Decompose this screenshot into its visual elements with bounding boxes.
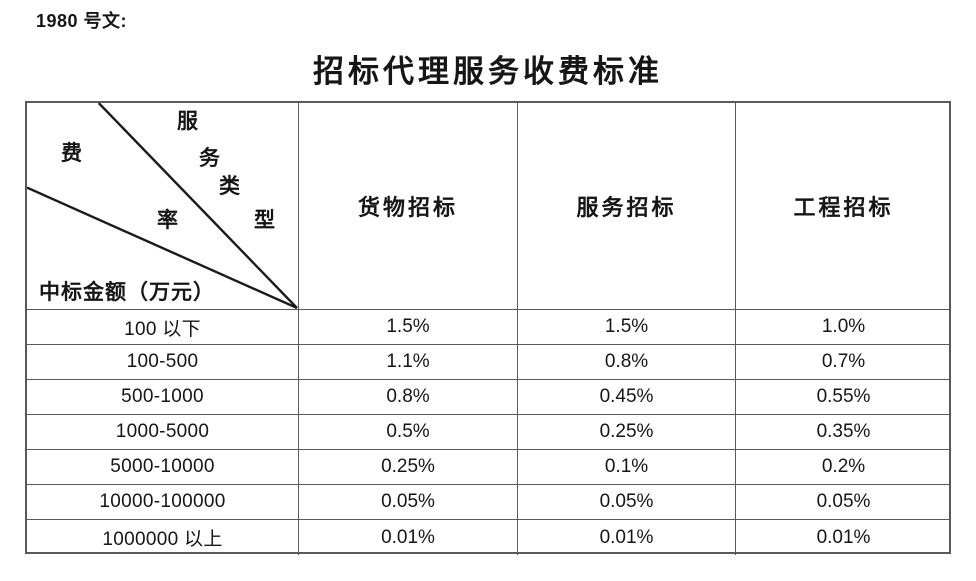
services-rate-cell: 0.05% — [518, 485, 736, 520]
corner-type-axis-char: 型 — [254, 208, 275, 232]
row-amount-cell: 10000-100000 — [27, 485, 299, 520]
row-amount-cell: 100-500 — [27, 345, 299, 380]
works-rate-cell: 0.35% — [736, 415, 951, 450]
works-rate-cell: 0.05% — [736, 485, 951, 520]
works-rate-cell: 0.2% — [736, 450, 951, 485]
services-rate-cell: 0.45% — [518, 380, 736, 415]
works-rate-cell: 1.0% — [736, 310, 951, 345]
goods-rate-cell: 0.05% — [299, 485, 518, 520]
goods-rate-cell: 0.5% — [299, 415, 518, 450]
col-header-services: 服务招标 — [518, 103, 736, 310]
diagonal-split-lines — [27, 103, 298, 309]
goods-rate-cell: 0.25% — [299, 450, 518, 485]
services-rate-cell: 0.1% — [518, 450, 736, 485]
table-corner-cell: 服 务 类 型 费 率 中标金额（万元） — [27, 103, 299, 310]
works-rate-cell: 0.7% — [736, 345, 951, 380]
corner-type-axis-char: 务 — [199, 146, 220, 170]
services-rate-cell: 0.25% — [518, 415, 736, 450]
goods-rate-cell: 1.1% — [299, 345, 518, 380]
corner-type-axis-char: 类 — [219, 174, 240, 198]
row-amount-cell: 1000-5000 — [27, 415, 299, 450]
works-rate-cell: 0.01% — [816, 526, 871, 548]
goods-rate-cell: 1.5% — [299, 310, 518, 345]
col-header-works: 工程招标 — [736, 103, 951, 310]
services-rate-cell: 0.01% — [518, 520, 736, 555]
row-amount-cell: 5000-10000 — [27, 450, 299, 485]
works-rate-cell: 0.55% — [736, 380, 951, 415]
corner-type-axis-char: 服 — [177, 109, 198, 133]
doc-reference: 1980 号文: — [36, 11, 128, 31]
services-rate-cell: 1.5% — [518, 310, 736, 345]
page-title: 招标代理服务收费标准 — [313, 54, 663, 89]
row-amount-cell: 1000000 以上 — [27, 520, 299, 555]
goods-rate-cell: 0.01% — [299, 520, 518, 555]
corner-rate-axis-char: 费 — [61, 141, 82, 165]
fee-standard-table: 服 务 类 型 费 率 中标金额（万元） 货物招标 服务招标 工程招标 100 … — [25, 101, 951, 555]
row-axis-label: 中标金额（万元） — [39, 280, 215, 304]
col-header-goods: 货物招标 — [299, 103, 518, 310]
row-amount-cell: 500-1000 — [27, 380, 299, 415]
row-amount-cell: 100 以下 — [27, 310, 299, 345]
services-rate-cell: 0.8% — [518, 345, 736, 380]
goods-rate-cell: 0.8% — [299, 380, 518, 415]
corner-rate-axis-char: 率 — [157, 208, 178, 232]
